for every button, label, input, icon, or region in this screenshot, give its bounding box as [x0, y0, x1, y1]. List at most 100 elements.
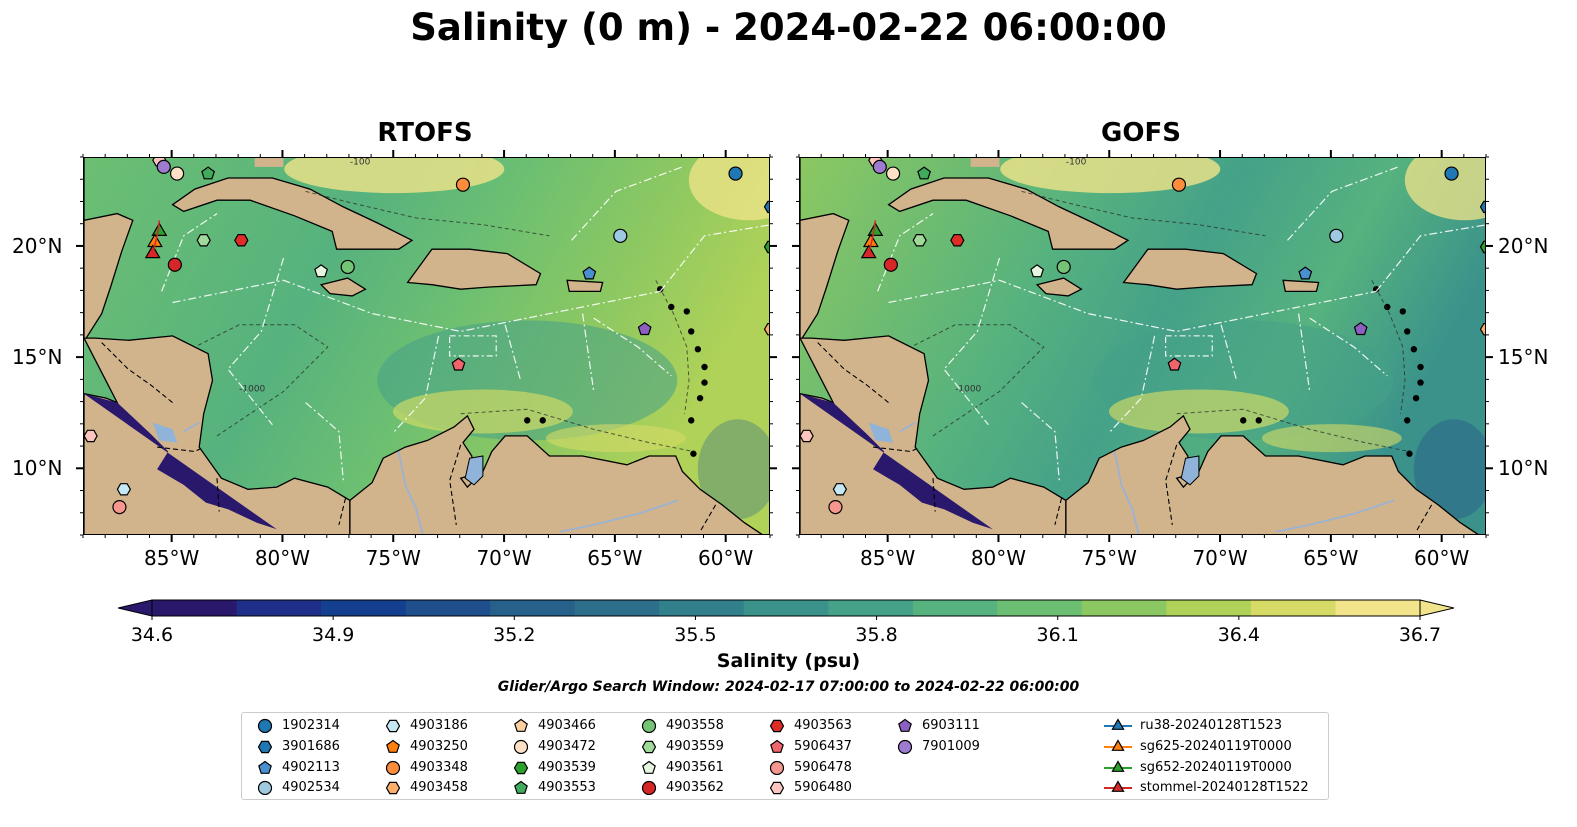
colorbar-tick-label: 35.8: [855, 624, 898, 646]
legend-marker-icon: [258, 760, 272, 774]
legend-label: sg625-20240119T0000: [1140, 738, 1292, 754]
eez-boundaries: [877, 166, 1485, 481]
high-salinity-atlantic: [1404, 158, 1485, 221]
legend-label: 4903250: [410, 738, 468, 754]
legend-item: 6903111: [896, 717, 980, 733]
legend-label: 4903348: [410, 759, 468, 775]
legend-item: 4903558: [640, 717, 724, 733]
lat-tick-label: 20°N: [1498, 233, 1549, 258]
legend-item: 4903562: [640, 779, 724, 795]
lake-maracaibo: [1180, 455, 1200, 486]
high-salinity-atlantic: [688, 158, 769, 221]
station-marker: [1479, 240, 1485, 254]
legend-item: 4903250: [384, 738, 468, 754]
legend-label: 4902534: [282, 779, 340, 795]
legend-marker-icon: [769, 781, 785, 795]
station-marker: [883, 257, 898, 272]
legend-marker: [514, 718, 528, 732]
station-marker: [1444, 166, 1459, 181]
legend-marker-icon: [770, 739, 784, 753]
lat-tick-label: 10°N: [1498, 456, 1549, 481]
legend-item: 4903472: [512, 738, 596, 754]
legend-marker-icon: [769, 719, 785, 733]
colorbar-tick-label: 35.5: [674, 624, 717, 646]
station-marker: [872, 159, 887, 174]
legend-marker: [898, 718, 912, 732]
colorbar-tick-label: 36.7: [1398, 624, 1442, 646]
legend-label: 4903561: [666, 759, 724, 775]
legend-label: 4903186: [410, 717, 468, 733]
legend-marker-icon: [257, 740, 273, 754]
colorbar-segment: [997, 600, 1083, 616]
station-marker: [455, 177, 471, 192]
legend-marker: [642, 760, 656, 774]
legend-marker: [641, 740, 657, 754]
station-marker: [613, 228, 628, 243]
station-marker: [828, 499, 843, 515]
landmass-south-america: [1065, 414, 1479, 534]
legend-label: 4903472: [538, 738, 596, 754]
rivers: [899, 421, 1395, 534]
station-marker: [728, 166, 743, 181]
station-marker: [340, 259, 355, 275]
legend-item: sg652-20240119T0000: [1104, 759, 1292, 775]
legend-item: 4903559: [640, 738, 724, 754]
legend-marker: [897, 739, 913, 754]
legend-marker: [1111, 780, 1125, 792]
legend-label: 4903466: [538, 717, 596, 733]
station-marker: [1171, 177, 1187, 192]
station-marker: [234, 233, 249, 247]
station-marker: [637, 321, 652, 336]
legend-marker-icon: [513, 739, 529, 754]
landmass-puerto-rico: [1282, 279, 1320, 293]
panel-title-gofs: GOFS: [1101, 118, 1181, 148]
legend-label: 5906480: [794, 779, 852, 795]
legend-marker: [257, 740, 273, 754]
legend-label: ru38-20240128T1523: [1140, 717, 1283, 733]
legend-marker-icon: [642, 760, 656, 774]
legend-label: 7901009: [922, 738, 980, 754]
landmass-hispaniola: [1122, 248, 1258, 290]
legend-marker-icon: [385, 781, 401, 795]
legend-marker-icon: [897, 739, 913, 754]
legend-label: 4902113: [282, 759, 340, 775]
rivers: [183, 421, 679, 534]
colorbar-tick-label: 36.1: [1036, 624, 1079, 646]
legend-marker-icon: [641, 718, 657, 733]
legend-label: 4903458: [410, 779, 468, 795]
lon-tick-label: 85°W: [860, 546, 916, 570]
tick-marks: [792, 150, 1493, 542]
colorbar-segment: [659, 600, 745, 616]
legend-marker-icon: [1104, 739, 1132, 751]
colorbar-segment: [743, 600, 829, 616]
legend-marker-icon: [1104, 718, 1132, 730]
florida-keys: [254, 158, 284, 167]
station-marker: [1056, 259, 1071, 275]
station-marker: [1030, 264, 1045, 278]
contour-label-100: -100: [350, 158, 371, 168]
contour-label-1000: -1000: [955, 384, 981, 394]
legend-marker-icon: [514, 718, 528, 732]
colorbar-tick-label: 35.2: [493, 624, 536, 646]
legend-label: 3901686: [282, 738, 340, 754]
station-marker: [832, 483, 848, 496]
country-borders: [101, 342, 717, 532]
legend-marker-icon: [769, 760, 785, 775]
legend-item: 4903466: [512, 717, 596, 733]
station-marker: [167, 257, 182, 272]
legend-label: 4903539: [538, 759, 596, 775]
legend-label: 4903562: [666, 779, 724, 795]
panel-title-rtofs: RTOFS: [377, 118, 473, 148]
landmass-hispaniola: [406, 248, 542, 290]
coastal-high-salinity: [545, 424, 686, 453]
legend-marker-icon: [1104, 780, 1132, 792]
station-marker: [314, 264, 329, 278]
map-panel-rtofs: -100 -1000: [83, 157, 770, 535]
landmass-cuba: [171, 177, 414, 250]
legend-marker: [385, 719, 401, 733]
legend-marker-icon: [641, 780, 657, 795]
glider-marker: [151, 222, 168, 237]
station-marker: [885, 166, 901, 181]
legend-item: 5906437: [768, 738, 852, 754]
colorbar-extend-max: [1419, 599, 1455, 617]
